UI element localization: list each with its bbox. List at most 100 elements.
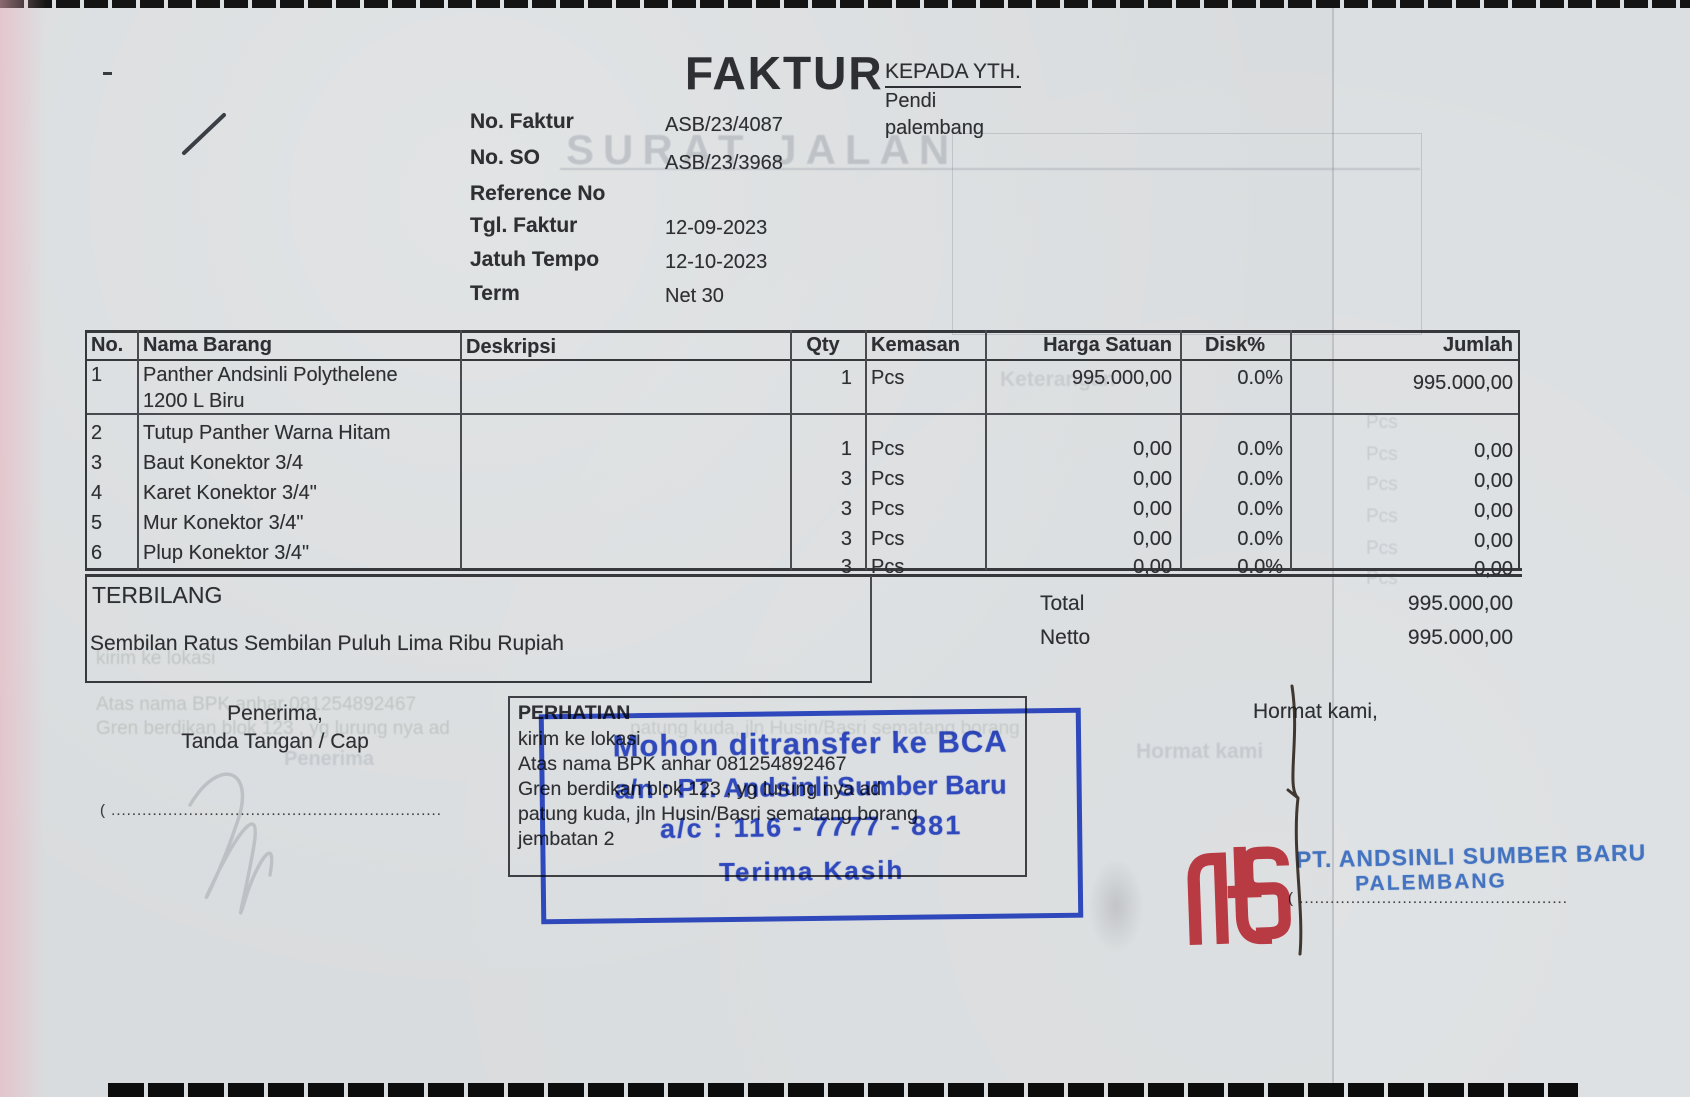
pen-stroke <box>1286 684 1303 956</box>
ghost-pcs-1: Pcs <box>1366 412 1398 433</box>
row2-disk: 0.0% <box>1237 438 1283 460</box>
perhatian-title: PERHATIAN <box>518 702 631 724</box>
ghost-hormat-kami: Hormat kami <box>1136 740 1264 763</box>
kepada-yth-label: KEPADA YTH. <box>885 60 1021 88</box>
row6-harga: 0,00 <box>1133 556 1172 578</box>
meta-label-term: Term <box>470 282 520 305</box>
row5-qty: 3 <box>840 528 852 550</box>
row4-jumlah: 0,00 <box>1474 500 1513 522</box>
ghost-keterangan: Keterangan <box>1000 368 1116 391</box>
terbilang-label: TERBILANG <box>92 582 223 608</box>
row2-no: 2 <box>91 422 103 444</box>
ghost-note-line-3: Gren berdikan blok 123 , yg lurung nya a… <box>96 718 450 739</box>
stamp-line-account-number: a/c : 116 - 7777 - 881 <box>659 810 963 844</box>
row4-no: 4 <box>91 482 103 504</box>
row6-kemasan: Pcs <box>871 556 905 578</box>
perhatian-box <box>508 696 1027 877</box>
row6-disk: 0.0% <box>1237 556 1283 578</box>
bank-transfer-stamp: Mohon ditransfer ke BCA a/n : PT. Andsin… <box>538 707 1084 925</box>
ghost-underline <box>560 168 1420 170</box>
meta-value-tgl-faktur: 12-09-2023 <box>665 217 768 239</box>
meta-label-tgl-faktur: Tgl. Faktur <box>470 214 578 237</box>
row3-qty: 3 <box>840 468 852 490</box>
table-vline-kemasan <box>985 330 987 570</box>
row1-nama: Panther Andsinli Polythelene <box>143 364 398 386</box>
ghost-pcs-3: Pcs <box>1366 474 1398 495</box>
row1-kemasan: Pcs <box>871 367 905 389</box>
hormat-kami-label: Hormat kami, <box>1253 700 1378 723</box>
perhatian-line-5: jembatan 2 <box>518 828 615 850</box>
total-label: Total <box>1040 592 1085 615</box>
scan-edge-bottom <box>108 1083 1578 1097</box>
paper-fold-line <box>1332 0 1334 1097</box>
row4-kemasan: Pcs <box>871 498 905 520</box>
ghost-pcs-2: Pcs <box>1366 444 1398 465</box>
ghost-penerima: Penerima <box>284 748 375 770</box>
col-header-kemasan: Kemasan <box>871 334 960 356</box>
row6-no: 6 <box>91 542 103 564</box>
pen-check-mark <box>182 113 226 155</box>
meta-value-jatuh-tempo: 12-10-2023 <box>665 251 768 273</box>
meta-value-no-so: ASB/23/3968 <box>665 152 783 174</box>
stamp-line-transfer: Mohon ditransfer ke BCA <box>612 723 1008 764</box>
pencil-signature <box>188 772 274 915</box>
row5-no: 5 <box>91 512 103 534</box>
netto-label: Netto <box>1040 626 1091 649</box>
total-value: 995.000,00 <box>1407 592 1513 615</box>
row1-harga: 995.000,00 <box>1071 367 1172 389</box>
ghost-pcs-5: Pcs <box>1366 538 1398 559</box>
row3-disk: 0.0% <box>1237 468 1283 490</box>
scan-edge-top <box>0 0 1690 8</box>
row2-nama: Tutup Panther Warna Hitam <box>143 422 391 444</box>
recipient-city: palembang <box>885 117 984 139</box>
col-header-harga-satuan: Harga Satuan <box>1043 334 1172 356</box>
row2-harga: 0,00 <box>1133 438 1172 460</box>
meta-label-no-faktur: No. Faktur <box>470 110 574 133</box>
row3-kemasan: Pcs <box>871 468 905 490</box>
table-header-bottom <box>85 359 1520 361</box>
meta-value-no-faktur: ASB/23/4087 <box>665 114 783 136</box>
ink-smudge <box>1088 858 1144 954</box>
penerima-label: Penerima, <box>227 702 323 725</box>
table-vline-left <box>85 330 87 570</box>
terbilang-box-left <box>85 576 87 682</box>
terbilang-box-bottom <box>85 681 872 683</box>
paper-right-shade <box>1334 0 1690 1097</box>
table-vline-harga <box>1180 330 1182 570</box>
table-vline-deskripsi <box>790 330 792 570</box>
terbilang-text: Sembilan Ratus Sembilan Puluh Lima Ribu … <box>90 632 564 655</box>
right-dotted-line: ( ......................................… <box>1288 890 1568 907</box>
ghost-note-line-2: Atas nama BPK anhar 081254892467 <box>96 694 417 715</box>
col-header-nama-barang: Nama Barang <box>143 334 272 356</box>
row3-harga: 0,00 <box>1133 468 1172 490</box>
ghost-form-box <box>952 133 1422 335</box>
netto-value: 995.000,00 <box>1407 626 1513 649</box>
meta-label-no-so: No. SO <box>470 146 541 169</box>
row1-disk: 0.0% <box>1237 367 1283 389</box>
row1-qty: 1 <box>840 367 852 389</box>
row3-no: 3 <box>91 452 103 474</box>
row4-qty: 3 <box>840 498 852 520</box>
row1-nama-line2: 1200 L Biru <box>143 390 245 412</box>
ghost-note-line-4: patung kuda, jln Husin/Basri sematang bo… <box>630 718 1020 739</box>
row6-qty: 3 <box>840 556 852 578</box>
row1-no: 1 <box>91 364 103 386</box>
row5-jumlah: 0,00 <box>1474 530 1513 552</box>
table-vline-no <box>137 330 139 570</box>
perhatian-line-1: kirim ke lokasi <box>518 728 641 750</box>
table-vline-qty <box>865 330 867 570</box>
ghost-pcs-4: Pcs <box>1366 506 1398 527</box>
table-bottom-double-1 <box>85 568 1522 571</box>
col-header-jumlah: Jumlah <box>1442 334 1513 356</box>
table-bottom-double-2 <box>85 574 1522 577</box>
perhatian-line-4: patung kuda, jln Husin/Basri sematang bo… <box>518 803 918 825</box>
stamp-line-thanks: Terima Kasih <box>718 854 905 888</box>
meta-label-reference-no: Reference No <box>470 182 606 205</box>
col-header-deskripsi: Deskripsi <box>466 336 557 358</box>
meta-value-term: Net 30 <box>665 285 724 307</box>
perhatian-line-3: Gren berdikan blok 123 , yg lurung nya a… <box>518 778 882 800</box>
company-logo-stamp <box>1187 846 1291 946</box>
col-header-disk: Disk% <box>1204 334 1265 356</box>
col-header-qty: Qty <box>806 334 840 356</box>
